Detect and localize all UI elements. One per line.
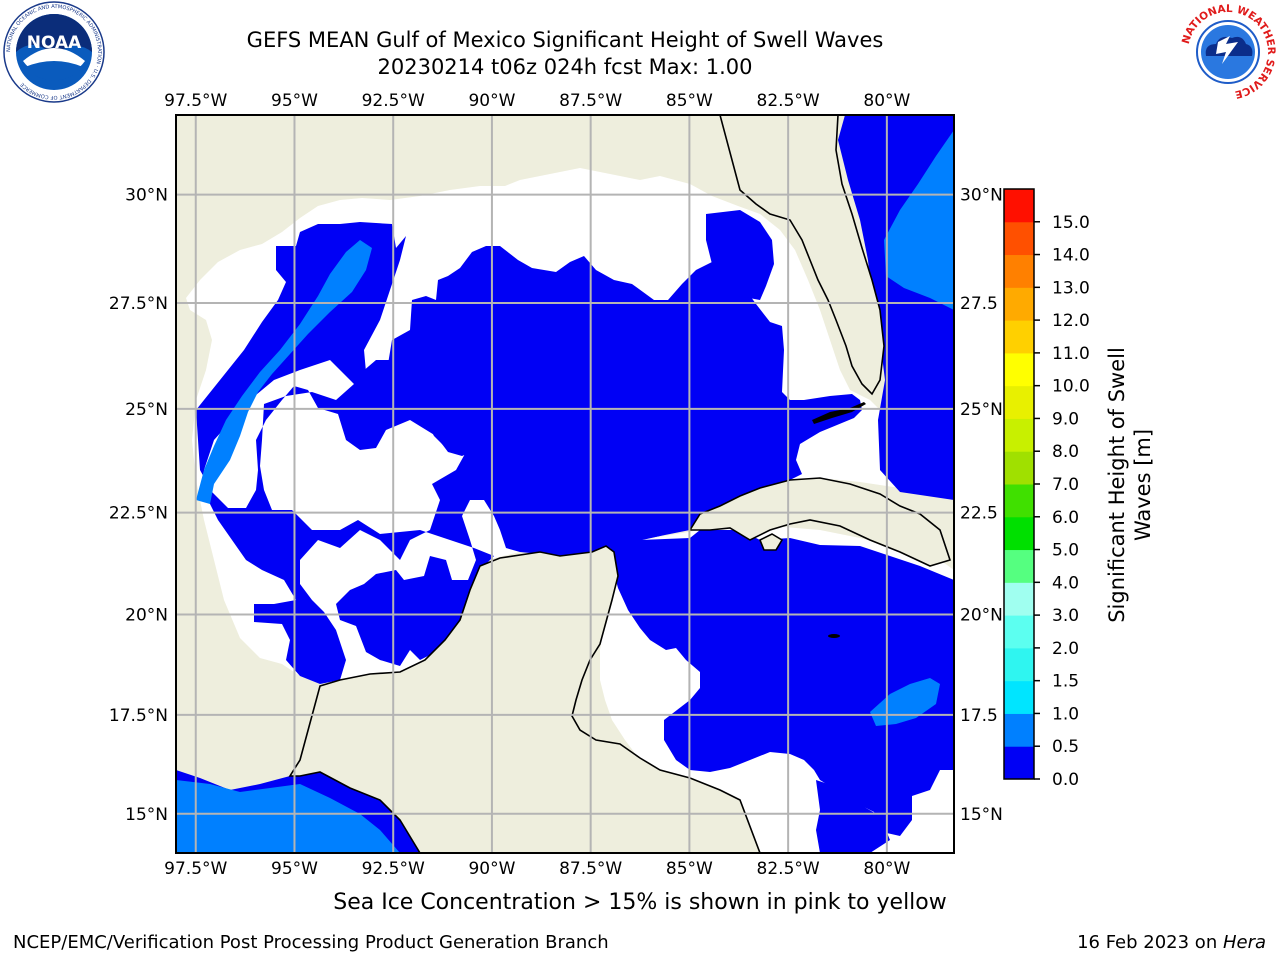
colorbar-segment	[1004, 647, 1034, 682]
noaa-logo-icon: NOAA NATIONAL OCEANIC AND ATMOSPHERIC AD…	[3, 1, 105, 103]
lon-tick-label-bottom: 85°W	[666, 859, 713, 879]
lon-tick-label-top: 82.5°W	[757, 91, 820, 111]
colorbar-tick-label: 4.0	[1052, 573, 1079, 593]
lon-tick-label-top: 87.5°W	[559, 91, 622, 111]
colorbar-tick-label: 2.0	[1052, 639, 1079, 659]
islands	[812, 402, 866, 638]
lon-tick-label-bottom: 87.5°W	[559, 859, 622, 879]
colorbar: 0.0 0.5 1.0 1.5 2.0 3.0 4.0 5.0 6.0 7.0 8.0 9.0 10.0…	[1003, 188, 1090, 790]
colorbar-segment	[1004, 254, 1034, 288]
colorbar-segment	[1004, 451, 1034, 485]
colorbar-segment	[1004, 352, 1034, 387]
map-area	[176, 115, 954, 853]
swell-field-0-05	[196, 210, 954, 853]
colorbar-tick-label: 0.0	[1052, 770, 1079, 790]
lon-tick-label-top: 95°W	[271, 91, 318, 111]
map-frame	[175, 114, 955, 854]
colorbar-tick-label: 1.5	[1052, 672, 1079, 692]
lat-tick-label-left: 30°N	[125, 186, 168, 206]
lat-tick-label-right: 25°N	[960, 400, 1003, 420]
colorbar-segment	[1004, 680, 1034, 714]
chart-subtitle: 20230214 t06z 024h fcst Max: 1.00	[377, 55, 753, 79]
lon-tick-label-bottom: 80°W	[863, 859, 910, 879]
colorbar-segment	[1004, 549, 1034, 583]
colorbar-label-line2: Waves [m]	[1131, 429, 1155, 541]
colorbar-tick-label: 0.5	[1052, 737, 1079, 757]
lat-tick-label-left: 20°N	[125, 606, 168, 626]
colorbar-tick-label: 9.0	[1052, 409, 1079, 429]
lat-tick-label-right: 17.5	[960, 706, 998, 726]
florida-keys	[812, 402, 866, 424]
colorbar-segment	[1004, 582, 1034, 616]
cayman-islands	[828, 634, 840, 638]
colorbar-tick-label: 11.0	[1052, 344, 1090, 364]
lat-tick-label-left: 15°N	[125, 805, 168, 825]
colorbar-tick-label: 13.0	[1052, 278, 1090, 298]
lon-tick-label-bottom: 92.5°W	[362, 859, 425, 879]
colorbar-tick-label: 14.0	[1052, 246, 1090, 266]
lon-tick-label-bottom: 97.5°W	[164, 859, 227, 879]
lon-tick-label-bottom: 82.5°W	[757, 859, 820, 879]
lon-tick-label-bottom: 90°W	[468, 859, 515, 879]
colorbar-segment	[1004, 516, 1034, 551]
colorbar-segment	[1004, 615, 1034, 649]
swell-field-05-1	[176, 130, 954, 853]
date-stamp: 16 Feb 2023 on Hera	[1077, 932, 1266, 953]
colorbar-tick-label: 3.0	[1052, 606, 1079, 626]
lat-tick-label-left: 22.5°N	[109, 504, 168, 524]
lon-tick-label-bottom: 95°W	[271, 859, 318, 879]
lon-tick-label-top: 85°W	[666, 91, 713, 111]
colorbar-segment	[1004, 221, 1034, 256]
lat-tick-label-left: 27.5°N	[109, 294, 168, 314]
colorbar-tick-label: 10.0	[1052, 377, 1090, 397]
colorbar-segment	[1004, 189, 1034, 223]
colorbar-segment	[1004, 713, 1034, 747]
colorbar-tick-label: 5.0	[1052, 541, 1079, 561]
lon-tick-label-top: 90°W	[468, 91, 515, 111]
cuba	[688, 477, 952, 567]
lat-tick-label-right: 27.5	[960, 294, 998, 314]
colorbar-segment	[1004, 418, 1034, 452]
credit-text: NCEP/EMC/Verification Post Processing Pr…	[13, 932, 609, 953]
lat-tick-label-right: 22.5	[960, 504, 998, 524]
colorbar-segment	[1004, 484, 1034, 518]
colorbar-tick-label: 8.0	[1052, 442, 1079, 462]
colorbar-tick-label: 12.0	[1052, 311, 1090, 331]
colorbar-segment	[1004, 385, 1034, 419]
host-name: Hera	[1222, 932, 1266, 953]
map-tick-labels: 97.5°W 97.5°W 95°W 95°W 92.5°W 92.5°W 90°W 90°W…	[109, 91, 1003, 879]
colorbar-tick-label: 15.0	[1052, 213, 1090, 233]
lon-tick-label-top: 92.5°W	[362, 91, 425, 111]
land-masses	[288, 115, 952, 853]
lon-tick-label-top: 80°W	[863, 91, 910, 111]
colorbar-tick-label: 7.0	[1052, 475, 1079, 495]
lat-tick-label-left: 17.5°N	[109, 706, 168, 726]
graticule	[176, 115, 954, 853]
chart-title: GEFS MEAN Gulf of Mexico Significant Hei…	[246, 28, 884, 52]
colorbar-segment	[1004, 746, 1034, 780]
date-text: 16 Feb 2023 on	[1077, 932, 1223, 953]
isla-juventud	[758, 533, 784, 551]
florida	[719, 115, 885, 396]
colorbar-tick-label: 6.0	[1052, 508, 1079, 528]
lat-tick-label-left: 25°N	[125, 400, 168, 420]
colorbar-segment	[1004, 320, 1034, 354]
noaa-logo-text: NOAA	[27, 33, 82, 53]
colorbar-tick-label: 1.0	[1052, 704, 1079, 724]
lat-tick-label-right: 20°N	[960, 606, 1003, 626]
nws-logo-icon: NATIONAL WEATHER SERVICE	[1180, 3, 1277, 101]
lat-tick-label-right: 30°N	[960, 186, 1003, 206]
lon-tick-label-top: 97.5°W	[164, 91, 227, 111]
colorbar-segment	[1004, 287, 1034, 321]
colorbar-label-line1: Significant Height of Swell	[1105, 347, 1129, 623]
sea-ice-note: Sea Ice Concentration > 15% is shown in …	[333, 890, 947, 915]
lat-tick-label-right: 15°N	[960, 805, 1003, 825]
